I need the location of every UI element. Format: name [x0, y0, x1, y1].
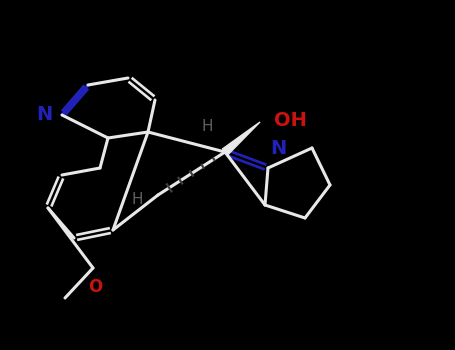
Text: H: H [131, 193, 143, 208]
Text: N: N [270, 139, 286, 158]
Text: N: N [36, 105, 52, 125]
Polygon shape [222, 122, 260, 155]
Text: O: O [88, 278, 102, 296]
Text: OH: OH [274, 111, 307, 130]
Text: H: H [202, 119, 213, 134]
